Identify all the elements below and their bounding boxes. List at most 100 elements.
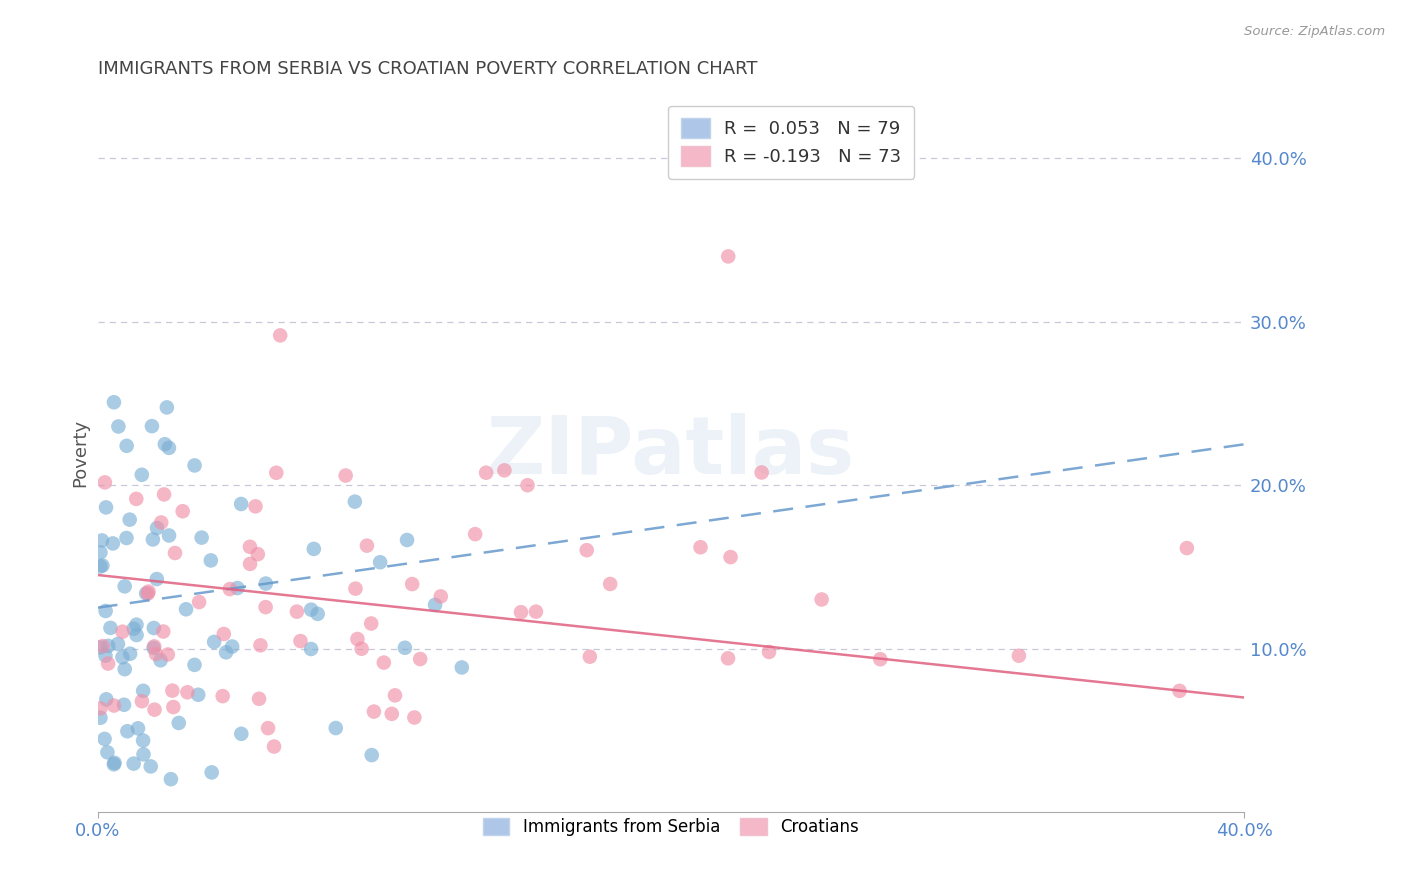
- Point: [183, 458, 205, 473]
- Point: [239, 557, 262, 571]
- Point: [751, 466, 773, 480]
- Point: [869, 652, 891, 666]
- Point: [138, 584, 160, 599]
- Point: [150, 516, 173, 530]
- Point: [156, 648, 179, 662]
- Point: [143, 703, 166, 717]
- Point: [149, 653, 172, 667]
- Point: [290, 634, 312, 648]
- Point: [187, 688, 209, 702]
- Point: [167, 715, 190, 730]
- Point: [188, 595, 211, 609]
- Point: [494, 463, 516, 477]
- Point: [100, 621, 122, 635]
- Point: [263, 739, 285, 754]
- Point: [464, 527, 486, 541]
- Point: [152, 624, 174, 639]
- Point: [211, 689, 233, 703]
- Point: [107, 637, 129, 651]
- Point: [112, 698, 135, 712]
- Legend: Immigrants from Serbia, Croatians: Immigrants from Serbia, Croatians: [477, 812, 866, 843]
- Point: [384, 689, 406, 703]
- Point: [172, 504, 194, 518]
- Point: [114, 579, 136, 593]
- Point: [107, 419, 129, 434]
- Point: [162, 683, 184, 698]
- Point: [183, 657, 205, 672]
- Point: [160, 772, 183, 787]
- Point: [360, 616, 382, 631]
- Point: [157, 441, 180, 455]
- Point: [127, 722, 149, 736]
- Point: [226, 581, 249, 595]
- Point: [299, 642, 322, 657]
- Point: [174, 602, 197, 616]
- Point: [302, 541, 325, 556]
- Point: [381, 706, 404, 721]
- Point: [720, 550, 742, 565]
- Point: [146, 572, 169, 586]
- Point: [257, 721, 280, 735]
- Point: [115, 439, 138, 453]
- Point: [299, 602, 322, 616]
- Point: [346, 632, 368, 646]
- Point: [103, 756, 125, 770]
- Point: [122, 756, 145, 771]
- Point: [423, 598, 446, 612]
- Point: [325, 721, 347, 735]
- Point: [139, 759, 162, 773]
- Point: [429, 590, 451, 604]
- Point: [103, 698, 125, 713]
- Point: [247, 691, 270, 706]
- Point: [599, 577, 621, 591]
- Point: [231, 497, 253, 511]
- Point: [89, 559, 111, 574]
- Point: [135, 586, 157, 600]
- Point: [758, 645, 780, 659]
- Point: [125, 491, 148, 506]
- Point: [212, 627, 235, 641]
- Point: [94, 500, 117, 515]
- Point: [90, 533, 112, 548]
- Point: [96, 692, 118, 706]
- Point: [401, 577, 423, 591]
- Point: [142, 621, 165, 635]
- Point: [163, 546, 186, 560]
- Point: [93, 731, 115, 746]
- Point: [360, 748, 382, 763]
- Point: [125, 617, 148, 632]
- Point: [89, 701, 111, 715]
- Point: [239, 540, 262, 554]
- Point: [115, 531, 138, 545]
- Point: [190, 531, 212, 545]
- Point: [394, 640, 416, 655]
- Point: [111, 624, 134, 639]
- Point: [201, 765, 224, 780]
- Text: ZIPatlas: ZIPatlas: [486, 414, 855, 491]
- Point: [335, 468, 357, 483]
- Point: [132, 733, 155, 747]
- Point: [125, 628, 148, 642]
- Point: [404, 710, 426, 724]
- Point: [162, 700, 184, 714]
- Point: [89, 711, 111, 725]
- Point: [516, 478, 538, 492]
- Point: [176, 685, 198, 699]
- Point: [344, 582, 367, 596]
- Point: [89, 545, 111, 559]
- Point: [1175, 541, 1198, 555]
- Point: [218, 582, 240, 596]
- Point: [202, 635, 225, 649]
- Point: [269, 328, 291, 343]
- Point: [94, 604, 117, 618]
- Point: [450, 660, 472, 674]
- Point: [153, 487, 176, 501]
- Point: [249, 638, 271, 652]
- Point: [689, 540, 711, 554]
- Point: [111, 650, 134, 665]
- Point: [143, 640, 166, 654]
- Point: [307, 607, 329, 621]
- Point: [97, 657, 120, 671]
- Point: [575, 543, 598, 558]
- Point: [717, 651, 740, 665]
